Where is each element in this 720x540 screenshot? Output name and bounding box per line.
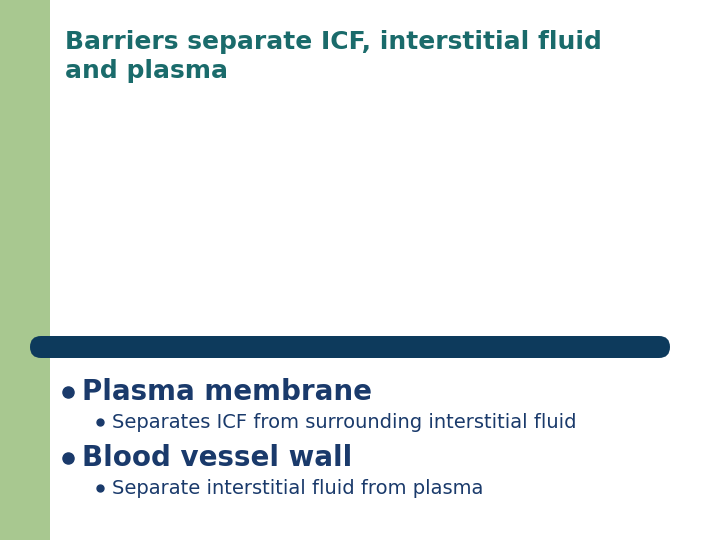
- Text: Barriers separate ICF, interstitial fluid
and plasma: Barriers separate ICF, interstitial flui…: [65, 30, 602, 83]
- Text: Separates ICF from surrounding interstitial fluid: Separates ICF from surrounding interstit…: [112, 413, 577, 431]
- FancyBboxPatch shape: [0, 0, 50, 540]
- Text: Plasma membrane: Plasma membrane: [82, 378, 372, 406]
- Text: Separate interstitial fluid from plasma: Separate interstitial fluid from plasma: [112, 478, 483, 497]
- FancyBboxPatch shape: [30, 336, 670, 358]
- FancyBboxPatch shape: [50, 0, 720, 335]
- Text: Blood vessel wall: Blood vessel wall: [82, 444, 352, 472]
- FancyBboxPatch shape: [50, 0, 720, 335]
- FancyBboxPatch shape: [50, 0, 720, 540]
